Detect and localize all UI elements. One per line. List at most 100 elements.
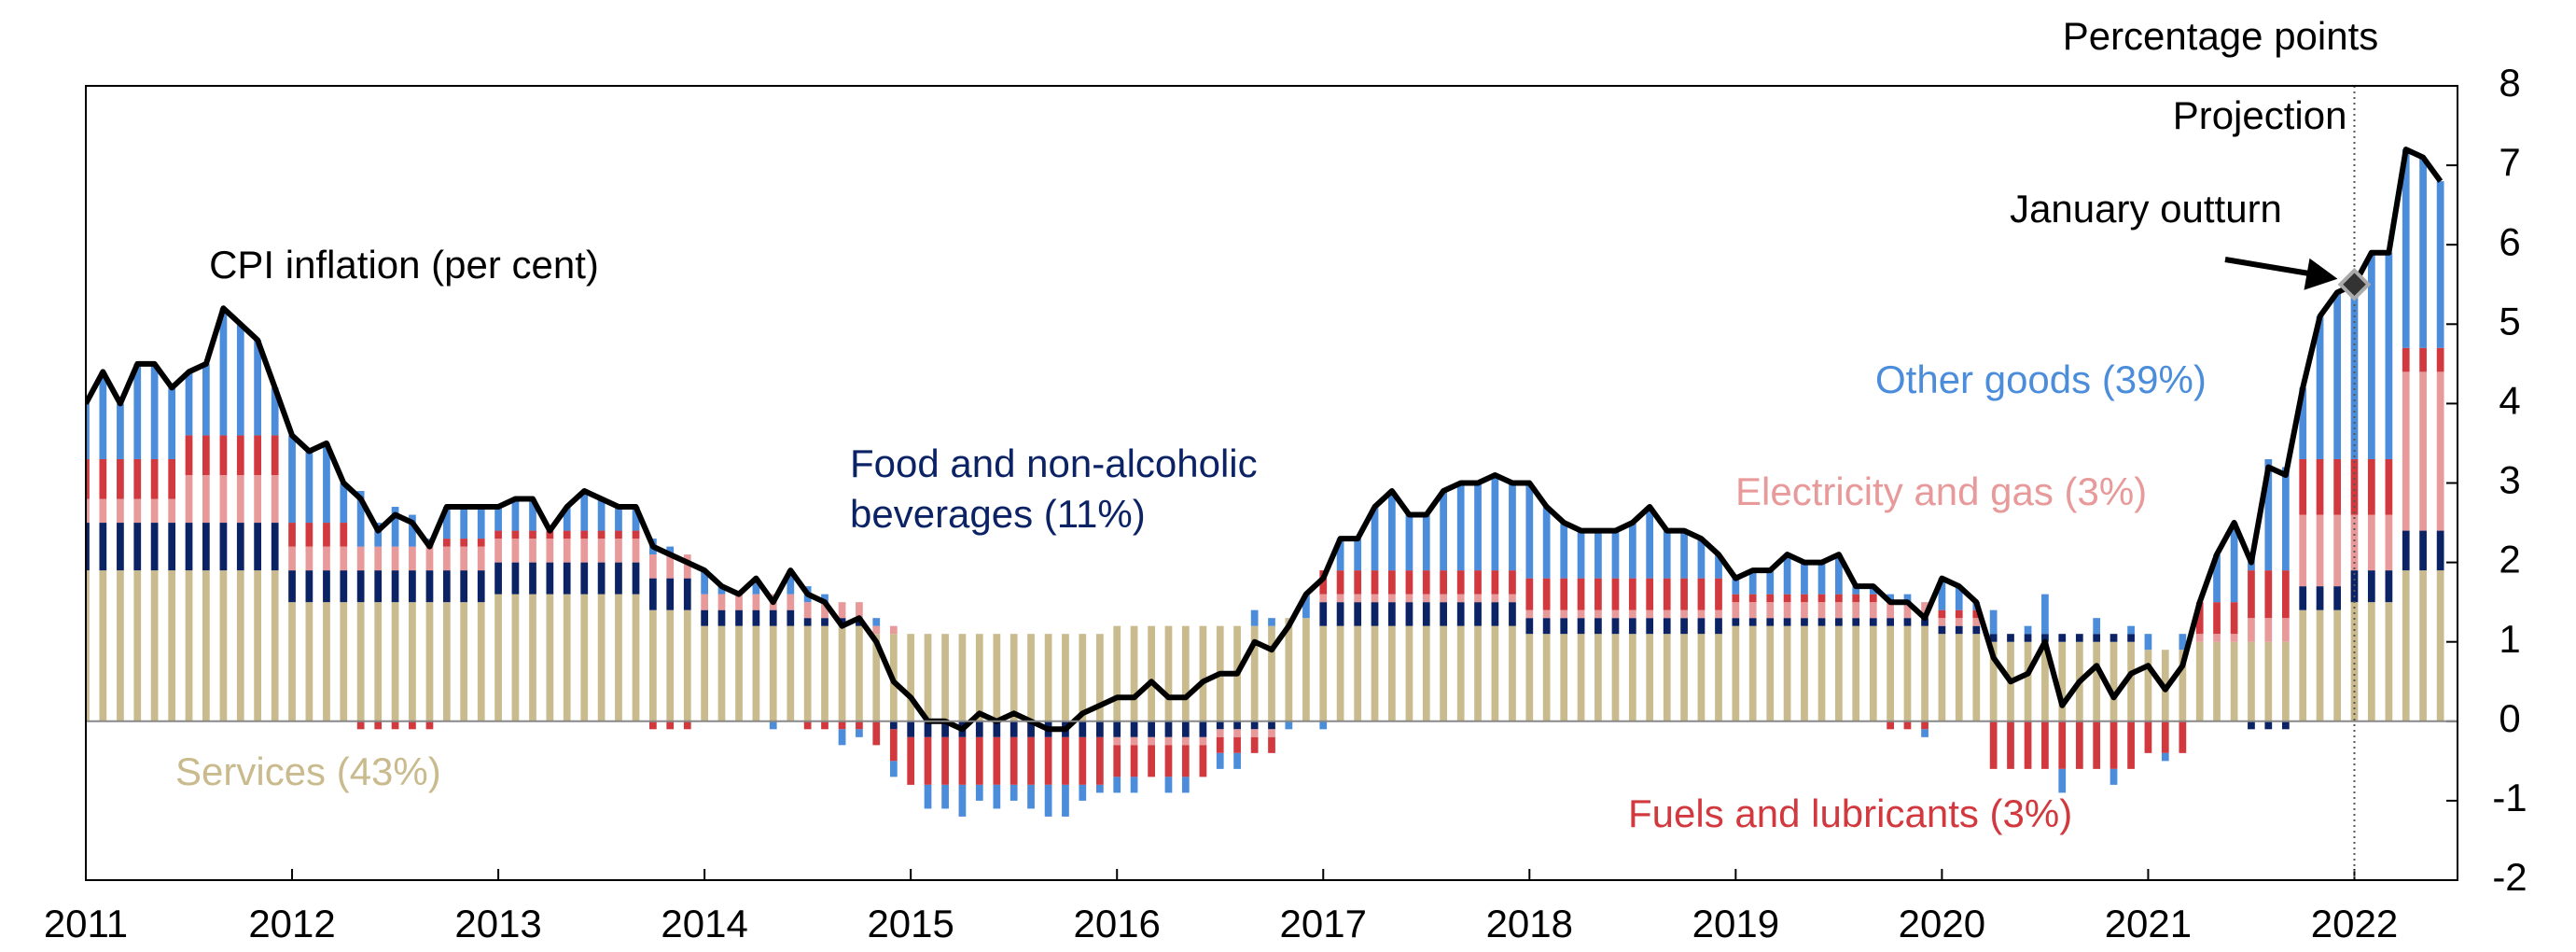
bar-segment xyxy=(1371,602,1379,626)
bar-segment xyxy=(2127,721,2135,769)
bar-segment xyxy=(580,562,589,595)
bar-segment xyxy=(2161,721,2169,753)
bar-segment xyxy=(2110,641,2118,721)
bar-segment xyxy=(2264,641,2273,721)
bar-segment xyxy=(563,530,571,539)
bar-segment xyxy=(1096,784,1104,793)
x-tick-label: 2020 xyxy=(1899,902,1985,945)
bar-segment xyxy=(632,539,640,563)
bar-segment xyxy=(1233,729,1241,737)
bar-segment xyxy=(374,602,383,721)
bar-segment xyxy=(1027,634,1035,721)
bar-segment xyxy=(2024,625,2032,635)
bar-segment xyxy=(907,736,915,785)
bar-segment xyxy=(1732,602,1740,619)
bar-segment xyxy=(821,721,828,730)
bar-segment xyxy=(1079,784,1087,801)
bar-segment xyxy=(1456,602,1465,626)
bar-segment xyxy=(1577,530,1585,579)
bar-segment xyxy=(615,562,622,595)
bar-segment xyxy=(374,570,383,603)
bar-segment xyxy=(1422,514,1430,571)
bar-segment xyxy=(1663,634,1671,721)
bar-segment xyxy=(1199,745,1207,777)
bar-segment xyxy=(1715,609,1722,619)
bar-segment xyxy=(529,562,536,595)
bar-segment xyxy=(1371,507,1379,571)
outturn-label: January outturn xyxy=(2010,187,2282,231)
bar-segment xyxy=(1852,618,1860,626)
bar-segment xyxy=(185,371,193,436)
bar-segment xyxy=(1852,625,1860,721)
bar-segment xyxy=(1817,618,1826,626)
bar-segment xyxy=(666,578,675,610)
bar-segment xyxy=(1509,602,1516,626)
bar-segment xyxy=(717,625,726,721)
bar-segment xyxy=(1113,721,1121,737)
bar-segment xyxy=(1336,570,1344,595)
bar-segment xyxy=(1887,625,1894,721)
bar-segment xyxy=(391,721,399,730)
bar-segment xyxy=(117,523,124,571)
bar-segment xyxy=(1594,609,1602,619)
bar-segment xyxy=(305,570,313,603)
bar-segment xyxy=(460,539,468,547)
bar-segment xyxy=(1456,625,1465,721)
bar-segment xyxy=(2144,650,2152,721)
bar-segment xyxy=(1628,618,1636,635)
bar-segment xyxy=(1525,483,1534,579)
x-tick-label: 2015 xyxy=(867,902,954,945)
bar-segment xyxy=(803,618,812,626)
bar-segment xyxy=(2264,570,2273,619)
bar-segment xyxy=(1646,578,1654,610)
bar-segment xyxy=(1938,578,1946,610)
y-tick-label: 7 xyxy=(2499,140,2520,184)
bar-segment xyxy=(236,324,244,436)
bar-segment xyxy=(1835,625,1843,721)
bar-segment xyxy=(580,594,589,721)
bar-segment xyxy=(1027,736,1035,785)
bar-segment xyxy=(1062,634,1069,721)
bar-segment xyxy=(1405,625,1413,721)
bar-segment xyxy=(1199,736,1207,746)
bar-segment xyxy=(494,539,502,563)
bar-segment xyxy=(856,721,863,730)
bar-segment xyxy=(735,609,743,626)
bar-segment xyxy=(2436,530,2444,571)
bar-segment xyxy=(1422,594,1430,603)
bar-segment xyxy=(219,474,228,524)
bar-segment xyxy=(1440,491,1447,571)
bar-segment xyxy=(2385,458,2393,515)
bar-segment xyxy=(2436,181,2444,348)
bar-segment xyxy=(1233,721,1241,730)
bar-segment xyxy=(563,539,571,563)
bar-segment xyxy=(2367,602,2375,721)
y-tick-label: -1 xyxy=(2492,776,2527,819)
y-tick-label: 1 xyxy=(2499,617,2520,661)
bar-segment xyxy=(1938,625,1946,635)
bar-segment xyxy=(2230,523,2238,603)
bar-segment xyxy=(975,784,983,801)
bar-segment xyxy=(1835,594,1843,603)
bar-segment xyxy=(1766,618,1775,626)
bar-segment xyxy=(649,609,657,721)
plot-frame xyxy=(85,85,2458,881)
bar-segment xyxy=(2367,514,2375,571)
bar-segment xyxy=(511,530,520,539)
bar-segment xyxy=(1594,530,1602,579)
bar-segment xyxy=(219,435,228,475)
bar-segment xyxy=(1680,609,1688,619)
bar-segment xyxy=(1628,609,1636,619)
bar-segment xyxy=(460,570,468,603)
bar-segment xyxy=(323,602,330,721)
bar-segment xyxy=(1010,721,1018,737)
bar-segment xyxy=(1164,745,1173,777)
bar-segment xyxy=(2041,641,2049,721)
bar-segment xyxy=(2127,625,2135,635)
bar-segment xyxy=(924,784,932,809)
bar-segment xyxy=(323,546,330,571)
bar-segment xyxy=(494,507,502,531)
bar-segment xyxy=(993,634,1001,721)
bar-segment xyxy=(1164,777,1173,793)
